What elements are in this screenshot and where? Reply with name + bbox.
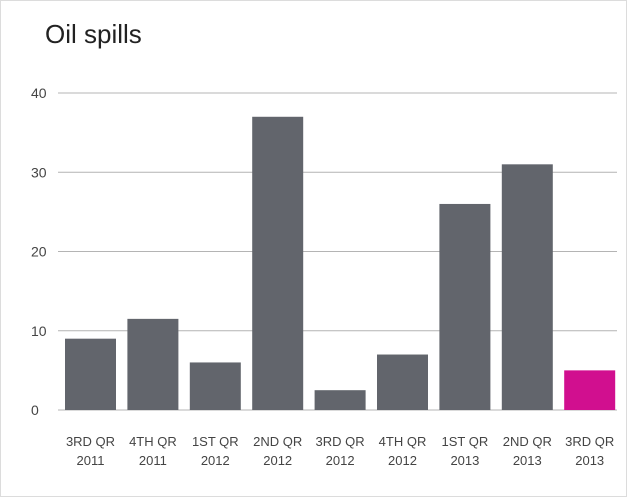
x-tick-label: 2ND QR 2013 [503, 434, 552, 468]
bar [314, 390, 366, 410]
y-tick-label: 10 [31, 323, 47, 339]
x-tick-label: 3RD QR 2011 [66, 434, 115, 468]
bar [189, 362, 241, 410]
x-tick-label: 2ND QR 2012 [253, 434, 302, 468]
y-tick-label: 20 [31, 244, 47, 260]
x-tick-label: 4TH QR 2011 [129, 434, 177, 468]
x-tick-label: 3RD QR 2012 [316, 434, 365, 468]
y-tick-label: 30 [31, 164, 47, 180]
x-tick-label: 1ST QR 2013 [442, 434, 489, 468]
bar [501, 164, 553, 410]
y-tick-label: 0 [31, 402, 39, 418]
bar [127, 318, 179, 410]
x-tick-label: 3RD QR 2013 [565, 434, 614, 468]
bar [564, 370, 616, 410]
chart-title: Oil spills [45, 19, 142, 49]
bar [377, 354, 428, 410]
bar [439, 203, 491, 410]
y-tick-label: 40 [31, 85, 47, 101]
bar [65, 338, 116, 410]
bar [252, 116, 304, 411]
x-tick-label: 4TH QR 2012 [379, 434, 427, 468]
x-tick-label: 1ST QR 2012 [192, 434, 239, 468]
